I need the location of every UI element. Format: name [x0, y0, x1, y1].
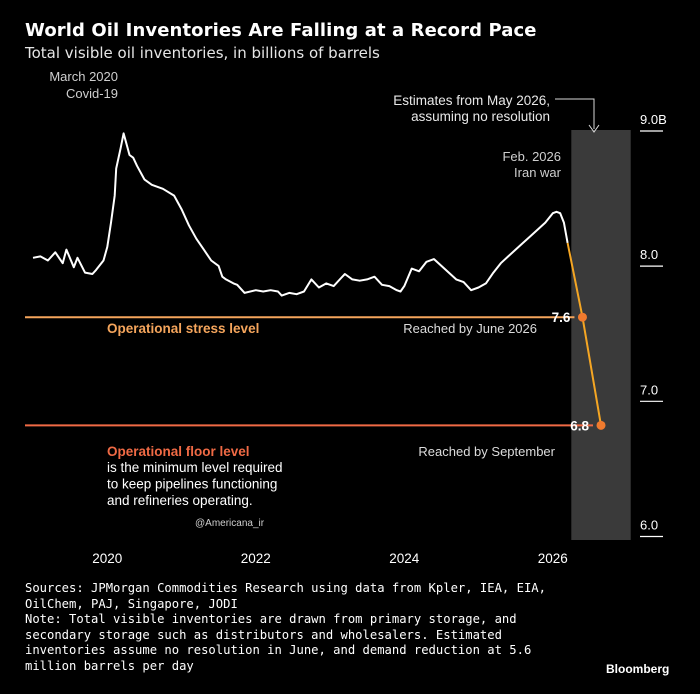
- annotation-label: Iran war: [514, 165, 562, 180]
- y-tick-label: 8.0: [640, 247, 658, 262]
- point-value-label: 7.6: [552, 310, 571, 325]
- estimate-label: assuming no resolution: [411, 109, 550, 124]
- floor-description: is the minimum level required: [107, 460, 283, 475]
- reference-line-label: Operational floor level: [107, 444, 250, 459]
- annotation-label: Covid-19: [66, 86, 118, 101]
- estimate-point: [596, 420, 606, 430]
- reference-line-note: Reached by June 2026: [403, 321, 537, 336]
- floor-description: and refineries operating.: [107, 493, 253, 508]
- floor-description: to keep pipelines functioning: [107, 477, 277, 492]
- y-tick-label: 9.0B: [640, 112, 667, 127]
- y-tick-label: 6.0: [640, 517, 658, 532]
- historical-inventory-line: [32, 132, 569, 297]
- footnote-line: secondary storage such as distributors a…: [25, 627, 502, 642]
- footnote-line: inventories assume no resolution in June…: [25, 643, 532, 658]
- footnote-line: Sources: JPMorgan Commodities Research u…: [25, 581, 546, 595]
- footnote-line: OilChem, PAJ, Singapore, JODI: [25, 596, 238, 611]
- reference-line-note: Reached by September: [418, 444, 555, 459]
- bloomberg-logo: Bloomberg: [606, 662, 670, 676]
- chart-title: World Oil Inventories Are Falling at a R…: [25, 20, 537, 41]
- estimate-region: [571, 130, 631, 540]
- watermark: @Americana_ir: [195, 518, 265, 529]
- annotation-label: March 2020: [49, 69, 118, 84]
- x-tick-label: 2026: [538, 551, 568, 566]
- x-tick-label: 2024: [389, 551, 420, 566]
- estimate-pointer-arrow: [588, 124, 600, 133]
- footnote-line: Note: Total visible inventories are draw…: [25, 612, 517, 627]
- x-tick-label: 2020: [92, 551, 122, 566]
- reference-line-label: Operational stress level: [107, 321, 259, 336]
- annotation-label: Feb. 2026: [502, 149, 561, 164]
- point-value-label: 6.8: [570, 418, 589, 433]
- estimate-label: Estimates from May 2026,: [393, 93, 550, 108]
- chart-footnote: Sources: JPMorgan Commodities Research u…: [25, 581, 605, 675]
- chart-subtitle: Total visible oil inventories, in billio…: [25, 44, 380, 62]
- estimate-pointer: [555, 98, 595, 129]
- x-tick-label: 2022: [241, 551, 271, 566]
- y-tick-label: 7.0: [640, 382, 658, 397]
- estimate-point: [577, 312, 587, 322]
- footnote-line: million barrels per day: [25, 658, 194, 673]
